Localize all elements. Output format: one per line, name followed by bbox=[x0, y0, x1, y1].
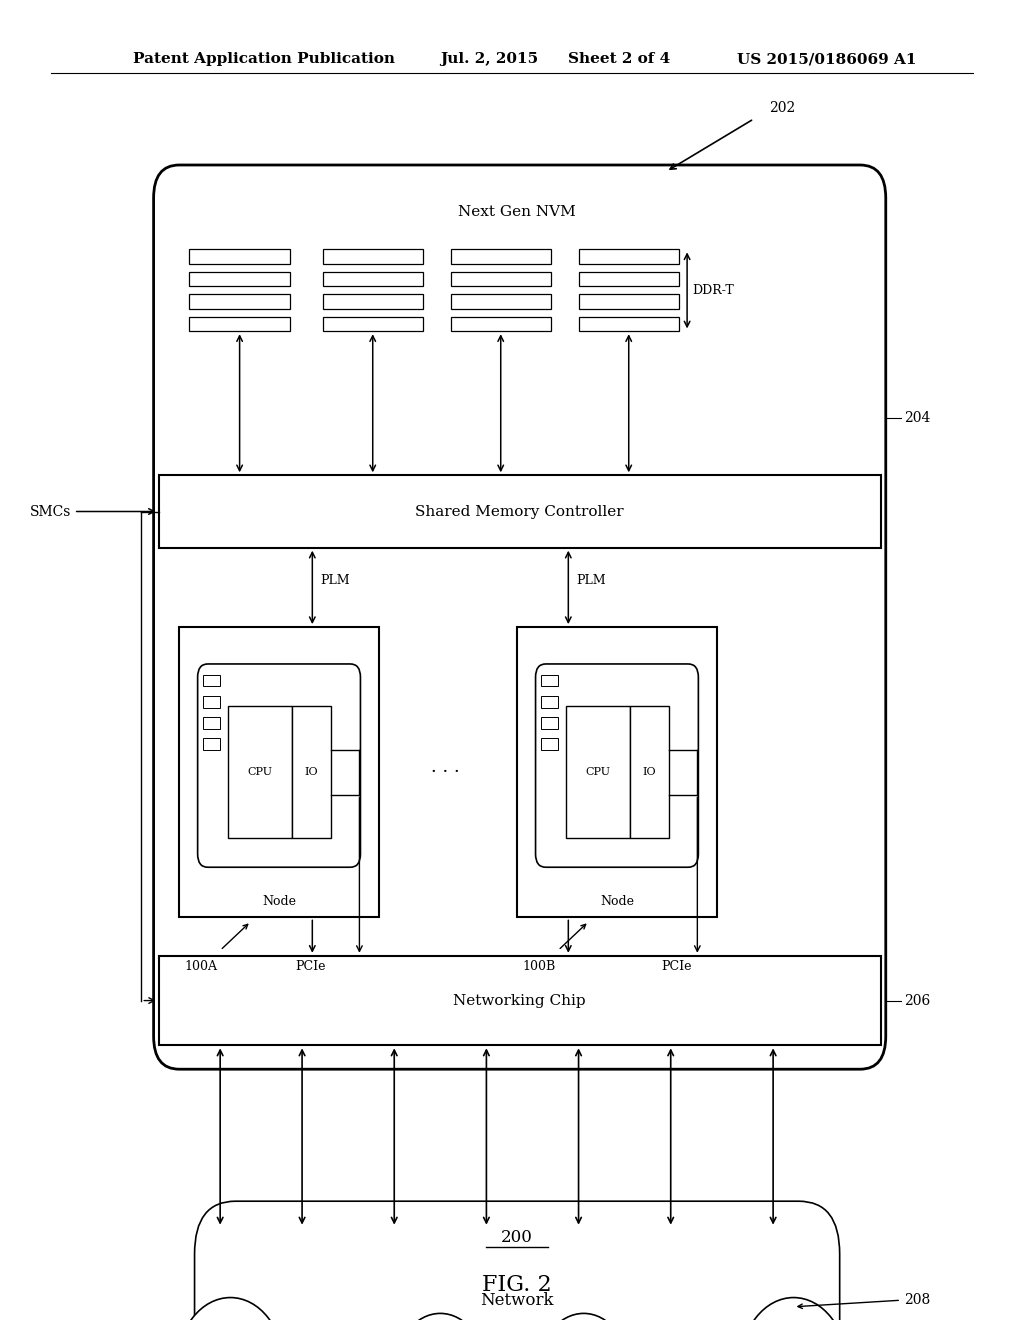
Text: 202: 202 bbox=[769, 100, 795, 115]
Bar bbox=[189, 294, 290, 309]
Bar bbox=[451, 294, 551, 309]
Text: Sheet 2 of 4: Sheet 2 of 4 bbox=[568, 53, 671, 66]
Bar bbox=[323, 249, 423, 264]
Text: DDR-T: DDR-T bbox=[692, 284, 734, 297]
Bar bbox=[579, 294, 679, 309]
Text: IO: IO bbox=[304, 767, 318, 777]
Bar bbox=[323, 272, 423, 286]
Text: SMCs: SMCs bbox=[31, 504, 72, 519]
Text: 206: 206 bbox=[904, 994, 931, 1007]
Text: Shared Memory Controller: Shared Memory Controller bbox=[416, 504, 624, 519]
Text: PCIe: PCIe bbox=[295, 960, 326, 973]
Bar bbox=[579, 249, 679, 264]
Text: · · ·: · · · bbox=[431, 763, 460, 781]
Bar bbox=[189, 317, 290, 331]
Text: 208: 208 bbox=[904, 1294, 931, 1307]
Text: 100A: 100A bbox=[184, 960, 217, 973]
Circle shape bbox=[740, 1298, 847, 1320]
Bar bbox=[179, 627, 379, 917]
Bar bbox=[189, 249, 290, 264]
Bar bbox=[566, 706, 630, 838]
Bar bbox=[203, 717, 220, 729]
Circle shape bbox=[177, 1298, 284, 1320]
Text: Jul. 2, 2015: Jul. 2, 2015 bbox=[440, 53, 539, 66]
FancyBboxPatch shape bbox=[536, 664, 698, 867]
Text: Network: Network bbox=[480, 1292, 554, 1308]
Text: CPU: CPU bbox=[586, 767, 610, 777]
Bar bbox=[541, 675, 558, 686]
Bar bbox=[579, 317, 679, 331]
Bar bbox=[630, 706, 669, 838]
Text: PCIe: PCIe bbox=[660, 960, 691, 973]
Bar bbox=[159, 475, 881, 548]
Text: Next Gen NVM: Next Gen NVM bbox=[459, 205, 575, 219]
Text: PLM: PLM bbox=[577, 574, 606, 587]
Bar bbox=[541, 738, 558, 750]
Bar bbox=[579, 272, 679, 286]
Circle shape bbox=[394, 1313, 486, 1320]
Text: Networking Chip: Networking Chip bbox=[454, 994, 586, 1007]
Bar bbox=[451, 317, 551, 331]
Bar bbox=[451, 272, 551, 286]
Bar bbox=[517, 627, 717, 917]
FancyBboxPatch shape bbox=[195, 1188, 840, 1320]
Bar bbox=[323, 317, 423, 331]
Bar bbox=[323, 294, 423, 309]
Bar bbox=[228, 706, 292, 838]
Text: 204: 204 bbox=[904, 411, 931, 425]
Text: 100B: 100B bbox=[522, 960, 555, 973]
Text: Node: Node bbox=[600, 895, 634, 908]
FancyBboxPatch shape bbox=[154, 165, 886, 1069]
Text: IO: IO bbox=[642, 767, 656, 777]
Text: FIG. 2: FIG. 2 bbox=[482, 1274, 552, 1296]
Text: Node: Node bbox=[262, 895, 296, 908]
Bar bbox=[189, 272, 290, 286]
Bar bbox=[451, 249, 551, 264]
FancyBboxPatch shape bbox=[195, 1201, 840, 1320]
Text: US 2015/0186069 A1: US 2015/0186069 A1 bbox=[737, 53, 916, 66]
Text: Patent Application Publication: Patent Application Publication bbox=[133, 53, 395, 66]
Bar bbox=[203, 696, 220, 708]
Text: PLM: PLM bbox=[321, 574, 350, 587]
Bar bbox=[159, 956, 881, 1045]
Text: CPU: CPU bbox=[248, 767, 272, 777]
Bar bbox=[203, 675, 220, 686]
Bar bbox=[203, 738, 220, 750]
Bar bbox=[292, 706, 331, 838]
Text: 200: 200 bbox=[501, 1229, 534, 1246]
Circle shape bbox=[538, 1313, 630, 1320]
Bar bbox=[541, 696, 558, 708]
FancyBboxPatch shape bbox=[198, 664, 360, 867]
Bar bbox=[541, 717, 558, 729]
